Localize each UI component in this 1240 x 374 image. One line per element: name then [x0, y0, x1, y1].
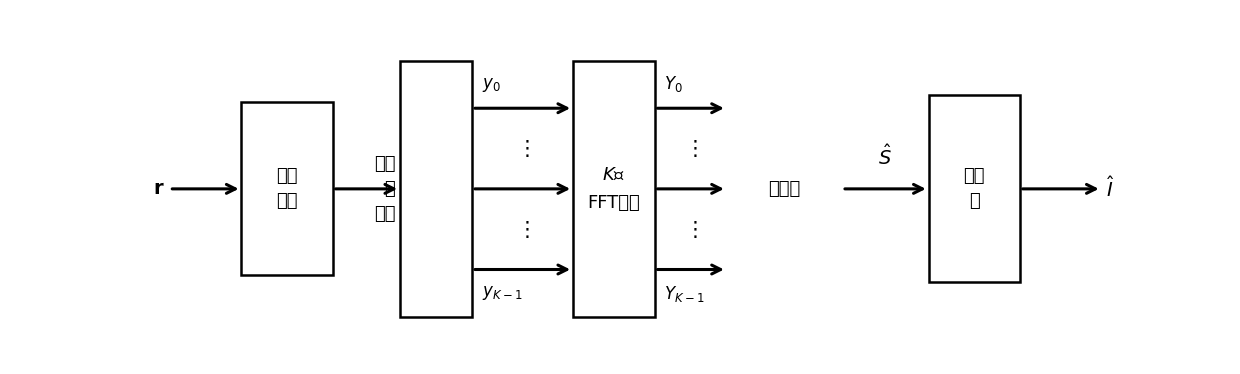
Text: $\vdots$: $\vdots$ — [516, 138, 529, 159]
Text: 映射
与
补零: 映射 与 补零 — [373, 155, 396, 223]
Text: $Y_{K-1}$: $Y_{K-1}$ — [665, 284, 704, 304]
Text: $Y_0$: $Y_0$ — [665, 74, 683, 94]
Bar — [929, 95, 1019, 282]
Text: $\vdots$: $\vdots$ — [684, 219, 698, 240]
Bar — [242, 102, 332, 275]
Bar — [401, 61, 472, 317]
Text: 解调
器: 解调 器 — [963, 168, 985, 210]
Text: 串并
转换: 串并 转换 — [277, 168, 298, 210]
Text: 硬判决: 硬判决 — [769, 180, 801, 198]
Text: $\hat{S}$: $\hat{S}$ — [878, 144, 893, 169]
Text: $y_0$: $y_0$ — [481, 76, 501, 94]
Text: $\vdots$: $\vdots$ — [684, 138, 698, 159]
Text: $\mathbf{r}$: $\mathbf{r}$ — [153, 180, 165, 198]
Text: $K$点: $K$点 — [603, 165, 625, 184]
Text: FFT变换: FFT变换 — [588, 194, 640, 212]
Text: $\vdots$: $\vdots$ — [516, 219, 529, 240]
Bar — [573, 61, 655, 317]
Text: $y_{K-1}$: $y_{K-1}$ — [481, 284, 522, 302]
Text: $\hat{I}$: $\hat{I}$ — [1106, 177, 1115, 201]
